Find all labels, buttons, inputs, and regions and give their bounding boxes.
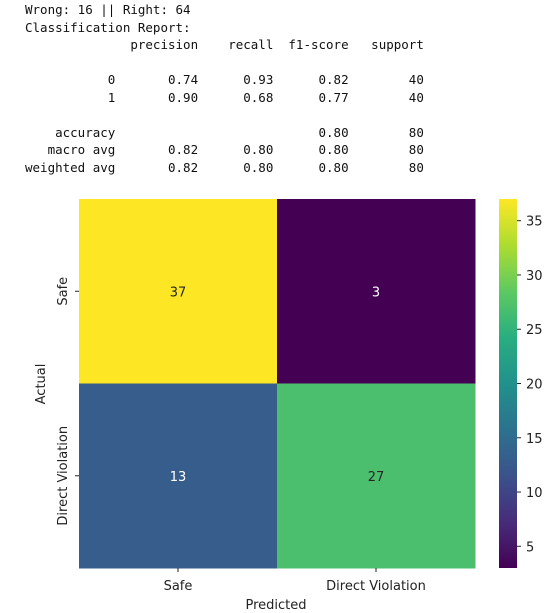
report-line: precision recall f1-score support xyxy=(25,37,424,52)
heatmap-cell xyxy=(79,199,278,384)
heatmap-cell xyxy=(277,383,476,569)
report-line: 1 0.90 0.68 0.77 40 xyxy=(25,89,424,105)
report-line: Classification Report: xyxy=(25,19,191,35)
colorbar-tick-label: 15 xyxy=(526,432,543,447)
report-line: 0 0.74 0.93 0.82 40 xyxy=(25,72,424,87)
cell-value-label: 37 xyxy=(170,285,187,300)
colorbar-tick-label: 30 xyxy=(526,269,543,284)
y-tick-label: Direct Violation xyxy=(56,426,71,526)
heatmap-cell-labels: 37 3 13 27 xyxy=(170,285,385,485)
report-line: Wrong: 16 || Right: 64 xyxy=(25,2,191,17)
classification-report: Wrong: 16 || Right: 64 Classification Rep… xyxy=(25,1,424,176)
colorbar-tick-label: 10 xyxy=(526,486,543,501)
report-line: macro avg 0.82 0.80 0.80 80 xyxy=(25,142,424,157)
colorbar-tick-label: 5 xyxy=(526,540,534,555)
report-line: accuracy 0.80 80 xyxy=(25,124,424,140)
x-tick-label: Direct Violation xyxy=(326,579,426,594)
cell-value-label: 3 xyxy=(372,285,380,300)
cell-value-label: 13 xyxy=(170,470,187,485)
x-axis-ticks: Safe Direct Violation xyxy=(164,568,426,594)
heatmap-cell xyxy=(277,199,476,384)
heatmap-cell xyxy=(79,383,278,569)
colorbar-ticks: 5 10 15 20 25 30 35 xyxy=(517,215,543,555)
colorbar-tick-label: 20 xyxy=(526,378,543,393)
colorbar-tick-label: 25 xyxy=(526,323,543,338)
y-axis-ticks: Safe Direct Violation xyxy=(56,277,79,526)
y-axis-label: Actual xyxy=(34,364,49,405)
colorbar-tick-label: 35 xyxy=(526,215,543,230)
y-tick-label: Safe xyxy=(56,277,71,306)
colorbar xyxy=(499,199,517,568)
x-tick-label: Safe xyxy=(164,579,193,594)
cell-value-label: 27 xyxy=(368,470,385,485)
heatmap-cells xyxy=(79,199,476,569)
report-line: weighted avg 0.82 0.80 0.80 80 xyxy=(25,159,424,175)
x-axis-label: Predicted xyxy=(245,598,306,613)
